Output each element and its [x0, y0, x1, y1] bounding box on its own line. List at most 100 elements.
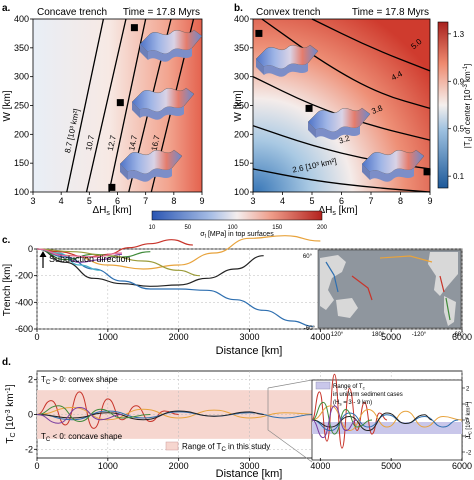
panel-d: d. TC > 0: convex shape TC < 0: concave …	[2, 357, 473, 480]
x-tick-label: 7	[143, 196, 148, 206]
map-trench-aleutian	[379, 255, 433, 263]
panel-c-series	[36, 235, 321, 327]
x-tick-label: 8	[398, 196, 403, 206]
panel-b-surface-thumbnails	[255, 44, 425, 182]
surface-side	[256, 59, 264, 75]
panel-a-y-ticks: 100 150 200 250 300 350 400	[14, 14, 33, 197]
panel-b-xlabel: ΔHs [km]	[318, 205, 357, 217]
convex-note: TC > 0: convex shape	[41, 375, 118, 386]
contour-line	[252, 76, 431, 141]
y-tick-label: 0	[28, 410, 33, 420]
stress-colorbar-ticks: 10 50 100 150 200	[149, 225, 328, 231]
stress-tick-label: 10	[149, 225, 156, 231]
stress-tick-label: 200	[317, 225, 328, 231]
x-tick-label: 6000	[452, 461, 472, 471]
surface-thumbnail-a-bottom	[119, 149, 183, 182]
y-tick-label: 0	[28, 244, 33, 254]
surface-side	[132, 102, 140, 118]
inset-zoom: Range of Tc in uniform sediment cases (H…	[311, 373, 473, 461]
surface-thumbnail-b-top	[255, 44, 319, 77]
panel-d-y-ticks: -2 0 2	[25, 375, 37, 454]
series-line	[36, 248, 123, 263]
surface-front	[370, 168, 414, 182]
map-trench-peru-chile	[445, 297, 451, 321]
subduction-direction-label: Subduction direction	[49, 254, 131, 264]
inset-series	[311, 373, 463, 449]
x-tick-label: 3	[30, 196, 35, 206]
series-line	[36, 407, 123, 424]
colorbar-tick-label: 0.5	[453, 125, 465, 134]
x-tick-label: 8	[171, 196, 176, 206]
stress-tick-label: 150	[272, 225, 283, 231]
concave-note: TC < 0: concave shape	[41, 432, 123, 443]
marker-square	[116, 99, 124, 107]
subduction-arrow-head	[39, 251, 47, 257]
inset-legend-line-1: Range of Tc	[333, 384, 366, 391]
map-lat-label-south: -60°	[304, 326, 316, 332]
x-tick-label: 4000	[310, 332, 330, 342]
marker-square	[108, 183, 116, 191]
panel-c-y-ticks: 0 -200 -400 -600	[15, 244, 37, 334]
panel-b-time: Time = 17.8 Myrs	[352, 7, 429, 18]
series-line	[36, 391, 179, 429]
panel-b: b. Convex trench Time = 17.8 Myrs 2.6 [1…	[233, 3, 474, 217]
surface-side	[308, 122, 316, 138]
colorbar-tick-label: 0.9	[453, 77, 465, 86]
surface-front	[128, 168, 172, 182]
panel-a-x-ticks: 3 4 5 6 7 8 9	[30, 192, 205, 206]
tc-colorbar-ticks: 0.1 0.5 0.9 1.3	[448, 30, 465, 181]
x-tick-label: 0	[34, 461, 39, 471]
surface-side	[140, 44, 148, 60]
map-trench-tonga	[351, 275, 373, 301]
panel-a-markers	[108, 24, 138, 191]
x-tick-label: 1000	[98, 332, 118, 342]
y-tick-label: 150	[14, 158, 29, 168]
panel-c-ylabel: Trench [km]	[2, 264, 13, 317]
inset-uniform-range-band	[312, 422, 462, 434]
x-tick-label: 6	[115, 196, 120, 206]
panel-d-x-ticks: 0 1000 2000 3000 4000 5000 6000	[34, 458, 472, 471]
surface-front	[148, 48, 192, 62]
inset-zoom-connector	[267, 379, 313, 463]
panel-c: c. Subduction direction 60° -60° 120° 18…	[2, 235, 472, 357]
inset-series-line	[311, 412, 459, 432]
surface-thumbnail-b-bottom	[361, 149, 425, 182]
y-tick-label: 200	[14, 129, 29, 139]
surface-front	[316, 126, 360, 140]
contour-line	[311, 18, 431, 72]
series-line	[36, 410, 264, 421]
contour-line	[252, 168, 431, 193]
panel-c-letter: c.	[2, 235, 11, 246]
contour-line	[261, 18, 431, 110]
stress-tick-label: 100	[228, 225, 239, 231]
x-tick-label: 2000	[169, 461, 189, 471]
range-legend-swatch	[165, 441, 179, 451]
x-tick-label: 3000	[239, 332, 259, 342]
inset-y-tick-label: -2	[466, 451, 472, 457]
contour-label: 3.8	[370, 103, 384, 116]
panel-c-x-ticks: 0 1000 2000 3000 4000 5000 6000	[34, 329, 472, 342]
panel-a-surface-thumbnails	[119, 29, 203, 182]
surface-thumbnail-a-top	[139, 29, 203, 62]
y-tick-label: -400	[15, 297, 33, 307]
contour-label: 3.2	[338, 133, 352, 145]
x-tick-label: 2000	[169, 332, 189, 342]
panel-a: a. Concave trench Time = 17.8 Myrs 8.7 […	[2, 3, 205, 217]
marker-square	[255, 29, 263, 37]
inset-series-line	[311, 405, 463, 432]
x-tick-label: 3000	[239, 461, 259, 471]
panel-a-time: Time = 17.8 Myrs	[123, 7, 200, 18]
tc-colorbar	[437, 21, 449, 189]
world-map-inset: 60° -60° 120° 180° -120° -60°	[303, 249, 464, 338]
x-tick-label: 4	[280, 196, 285, 206]
y-tick-label: 150	[234, 158, 249, 168]
stress-tick-label: 50	[184, 225, 191, 231]
inset-y-tick-label: 1	[466, 403, 470, 409]
panel-b-markers	[255, 29, 431, 176]
inset-legend-line-3: (Hs = 3 - 9 km)	[333, 400, 372, 407]
inset-y-tick-label: 2	[466, 387, 470, 393]
subduction-arrow: Subduction direction	[39, 251, 131, 268]
marker-square	[305, 104, 313, 112]
panel-d-ylabel: TC [10-3 km-1]	[5, 384, 17, 443]
panel-a-xlabel: ΔHs [km]	[92, 205, 131, 217]
